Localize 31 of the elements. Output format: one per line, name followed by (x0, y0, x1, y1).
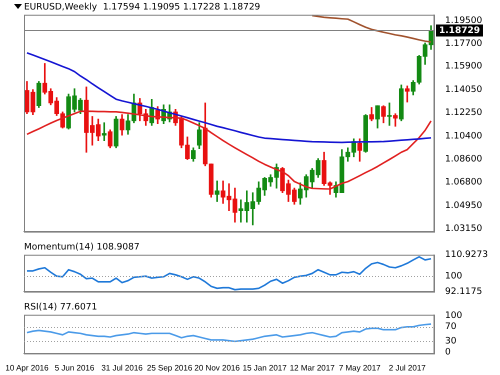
x-tick-label: 7 May 2017 (338, 363, 382, 372)
y-tick-label: 110.9273 (445, 250, 488, 260)
y-tick-label: 1.08600 (445, 154, 482, 164)
ref-line-label: 1.18729 (439, 26, 480, 36)
chart-title: Momentum(14) 108.9087 (24, 242, 140, 253)
y-tick-label: 0 (445, 348, 451, 358)
x-tick-label: 2 Jul 2017 (388, 363, 426, 372)
y-tick-label: 1.19500 (445, 16, 482, 26)
x-tick-label: 12 Mar 2017 (290, 363, 336, 372)
x-tick-label: 15 Jan 2017 (242, 363, 288, 372)
y-tick-label: 100 (445, 272, 462, 282)
y-tick-label: 1.15900 (445, 62, 482, 72)
x-tick-label: 20 Nov 2016 (194, 363, 240, 372)
candlestick (387, 102, 392, 126)
y-tick-label: 1.14050 (445, 85, 482, 96)
y-tick-label: 70 (445, 322, 457, 332)
y-tick-label: 30 (445, 336, 457, 347)
x-tick-label: 5 Jun 2016 (54, 363, 95, 372)
y-tick-label: 100 (445, 311, 462, 322)
x-tick-label: 10 Apr 2016 (5, 363, 50, 372)
y-tick-label: 1.06800 (445, 177, 482, 188)
x-tick-label: 25 Sep 2016 (146, 363, 193, 372)
y-tick-label: 1.10400 (445, 132, 482, 142)
y-tick-label: 1.03150 (445, 224, 482, 234)
y-tick-label: 1.04950 (445, 200, 482, 211)
y-tick-label: 1.12250 (445, 108, 482, 118)
y-tick-label: 92.1175 (445, 286, 482, 297)
chart-title: EURUSD,Weekly 1.17594 1.19095 1.17228 1.18729 (24, 2, 261, 13)
chart-title: RSI(14) 77.6071 (24, 302, 98, 313)
y-tick-label: 1.17700 (445, 38, 482, 49)
x-tick-label: 31 Jul 2016 (101, 363, 144, 372)
